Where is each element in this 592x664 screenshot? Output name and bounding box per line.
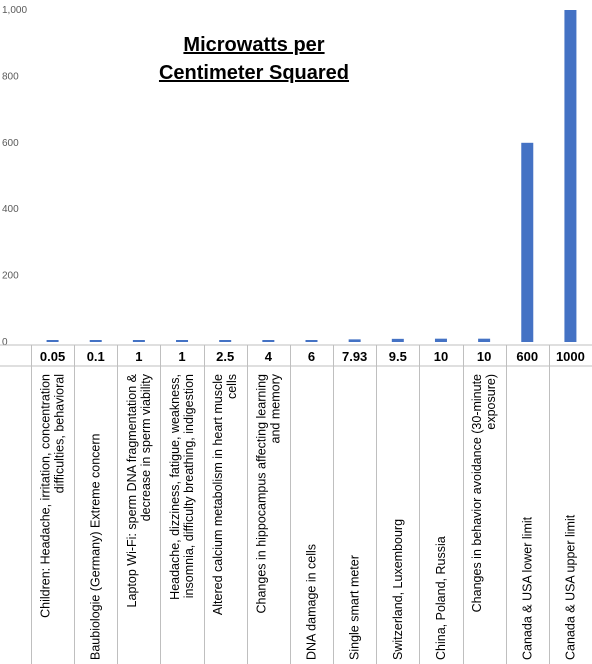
- y-tick-label: 200: [2, 271, 19, 282]
- category-label-line: Switzerland, Luxembourg: [391, 519, 405, 660]
- value-label: 1: [135, 349, 142, 364]
- category-label: Switzerland, Luxembourg: [391, 519, 405, 660]
- category-label: Canada & USA lower limit: [520, 516, 534, 660]
- category-label-line: exposure): [484, 374, 498, 430]
- value-label: 7.93: [342, 349, 367, 364]
- category-label: Baubiologie (Germany) Extreme concern: [89, 433, 103, 660]
- bar: [176, 340, 189, 342]
- bar: [391, 338, 404, 342]
- y-tick-label: 800: [2, 71, 19, 82]
- bar: [521, 142, 534, 342]
- category-label-line: Single smart meter: [348, 555, 362, 660]
- category-label: Headache, dizziness, fatigue, weakness, i…: [168, 374, 196, 600]
- category-label-line: Canada & USA lower limit: [520, 516, 534, 660]
- bar: [262, 340, 275, 342]
- chart-title: Microwatts per Centimeter Squared: [159, 34, 349, 84]
- category-label: Laptop Wi-Fi: sperm DNA fragmentation & d…: [125, 373, 153, 607]
- y-tick-label: 0: [2, 337, 8, 348]
- category-label: DNA damage in cells: [305, 544, 319, 660]
- value-label: 9.5: [389, 349, 407, 364]
- data-table: 0.05 Children: Headache, irritation, conc…: [0, 344, 592, 664]
- value-label: 600: [516, 349, 538, 364]
- bars: [46, 10, 577, 342]
- category-label-line: difficulties, behavioral: [53, 374, 67, 493]
- value-label: 1000: [556, 349, 585, 364]
- category-label-line: insomnia, difficulty breathing, indigest…: [182, 374, 196, 598]
- category-label-line: Baubiologie (Germany) Extreme concern: [89, 433, 103, 660]
- category-label: Changes in behavior avoidance (30-minute…: [470, 374, 498, 612]
- y-tick-label: 1,000: [2, 5, 27, 16]
- bar: [89, 340, 102, 342]
- category-label-line: Changes in behavior avoidance (30-minute: [470, 374, 484, 612]
- value-label: 4: [265, 349, 273, 364]
- category-label-line: and memory: [268, 373, 282, 443]
- chart-title-line-1: Microwatts per: [183, 34, 324, 56]
- bar: [219, 340, 232, 342]
- category-label-line: Canada & USA upper limit: [563, 514, 577, 660]
- category-label: Altered calcium metabolism in heart musc…: [211, 374, 239, 615]
- chart-title-line-2: Centimeter Squared: [159, 62, 349, 84]
- category-label-line: Children: Headache, irritation, concentr…: [39, 374, 53, 618]
- value-label: 0.05: [40, 349, 65, 364]
- category-label-line: DNA damage in cells: [305, 544, 319, 660]
- value-label: 10: [434, 349, 448, 364]
- bar: [564, 10, 577, 342]
- value-label: 2.5: [216, 349, 234, 364]
- category-label-line: Changes in hippocampus affecting learnin…: [254, 374, 268, 614]
- bar: [348, 339, 361, 342]
- value-label: 0.1: [87, 349, 105, 364]
- bar: [478, 338, 491, 342]
- bar: [132, 340, 145, 342]
- category-label: Children: Headache, irritation, concentr…: [39, 374, 67, 618]
- category-label: Canada & USA upper limit: [563, 514, 577, 660]
- category-label-line: China, Poland, Russia: [434, 536, 448, 660]
- value-label: 1: [178, 349, 185, 364]
- category-label-line: decrease in sperm viability: [139, 373, 153, 521]
- category-label-line: Laptop Wi-Fi: sperm DNA fragmentation &: [125, 373, 139, 607]
- category-label-line: Altered calcium metabolism in heart musc…: [211, 374, 225, 615]
- category-label: Changes in hippocampus affecting learnin…: [254, 373, 282, 613]
- bar: [305, 340, 318, 342]
- y-tick-label: 600: [2, 138, 19, 149]
- value-label: 6: [308, 349, 315, 364]
- bar: [434, 338, 447, 342]
- category-label-line: Headache, dizziness, fatigue, weakness,: [168, 374, 182, 600]
- category-label: China, Poland, Russia: [434, 536, 448, 660]
- bar: [46, 340, 59, 342]
- category-label: Single smart meter: [348, 555, 362, 660]
- value-label: 10: [477, 349, 491, 364]
- y-axis: 0 200 400 600 800 1,000: [2, 5, 27, 348]
- category-label-line: cells: [225, 374, 239, 399]
- y-tick-label: 400: [2, 204, 19, 215]
